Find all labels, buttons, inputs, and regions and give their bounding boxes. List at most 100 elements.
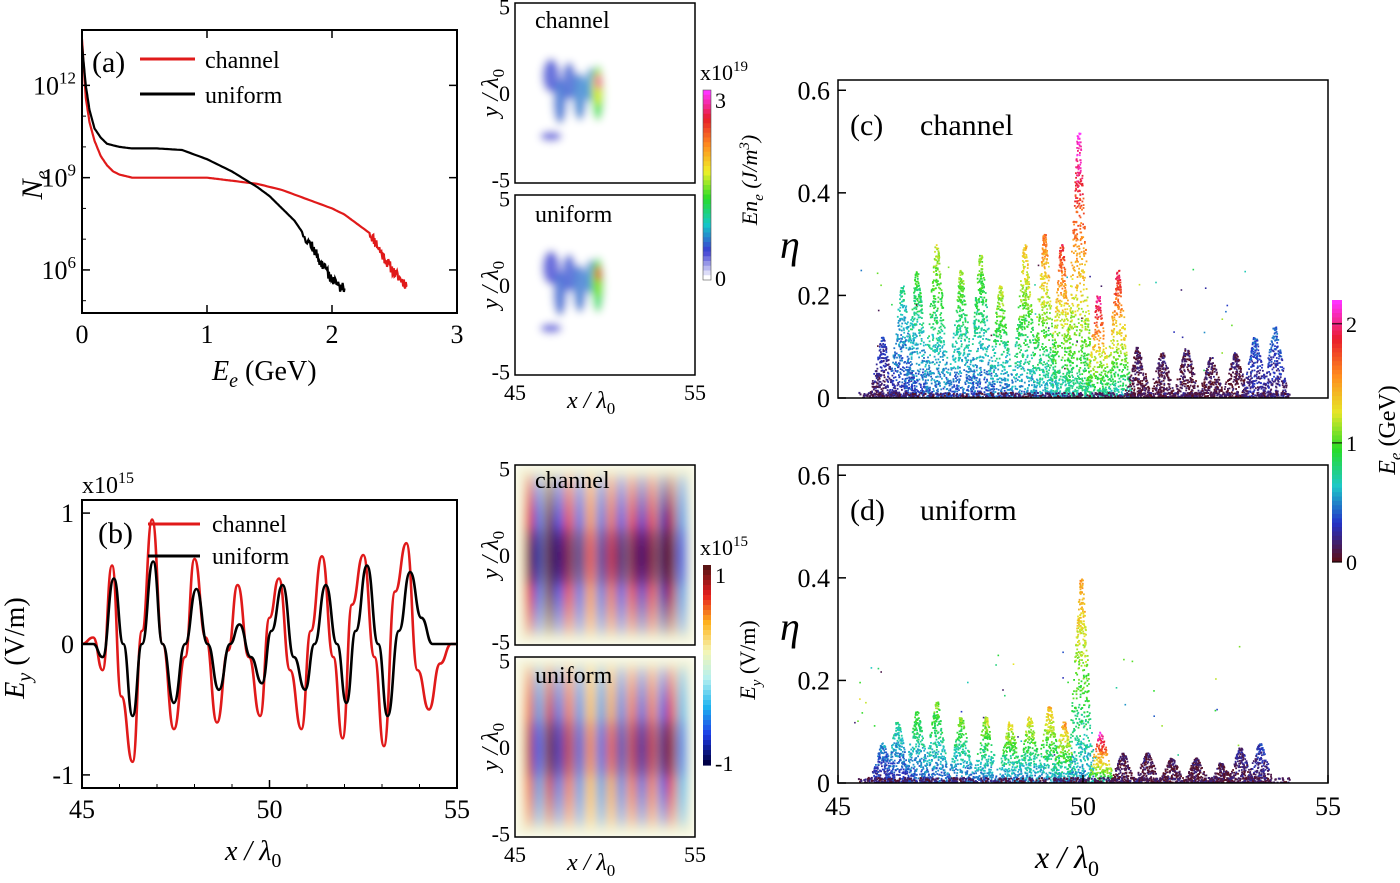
scatter-point: [906, 387, 909, 389]
scatter-point: [1076, 392, 1079, 394]
scatter-point: [901, 389, 903, 391]
scatter-point: [1039, 354, 1041, 357]
scatter-point: [1054, 365, 1057, 368]
scatter-point: [1041, 256, 1044, 259]
scatter-point: [1019, 380, 1021, 382]
scatter-point: [899, 310, 901, 312]
scatter-point: [1008, 365, 1010, 368]
scatter-point: [896, 391, 899, 394]
scatter-point: [929, 362, 931, 364]
scatter-point: [903, 285, 905, 288]
scatter-point: [1024, 249, 1027, 251]
scatter-point: [989, 368, 992, 371]
scatter-point: [972, 357, 975, 359]
scatter-point: [1050, 391, 1053, 394]
scatter-point: [1072, 267, 1075, 270]
scatter-point: [981, 284, 983, 287]
scatter-point: [925, 390, 927, 393]
scatter-point: [915, 385, 918, 388]
scatter-point: [960, 315, 963, 318]
scatter-point: [957, 331, 959, 334]
scatter-point: [1073, 332, 1076, 334]
scatter-point: [1055, 301, 1058, 304]
scatter-point: [912, 335, 914, 337]
scatter-point: [1025, 260, 1027, 262]
scatter-point: [1021, 288, 1024, 290]
scatter-point: [1032, 339, 1034, 341]
scatter-point: [1061, 287, 1064, 290]
scatter-point: [1045, 370, 1048, 373]
scatter-point: [929, 372, 931, 375]
scatter-point: [1093, 383, 1095, 386]
scatter-point: [961, 273, 964, 276]
scatter-point: [1084, 392, 1086, 395]
scatter-point: [1000, 308, 1003, 311]
scatter-point: [1085, 388, 1088, 391]
scatter-point: [1044, 312, 1047, 315]
scatter-point: [1093, 359, 1095, 362]
scatter-point: [1043, 302, 1045, 305]
scatter-point: [1014, 369, 1016, 371]
scatter-point: [1076, 233, 1079, 235]
scatter-point: [1045, 373, 1048, 376]
scatter-point: [1056, 333, 1059, 335]
scatter-point: [1023, 321, 1026, 323]
scatter-point: [1048, 339, 1050, 341]
scatter-point: [937, 280, 939, 283]
scatter-point: [934, 344, 937, 346]
scatter-point: [1083, 255, 1086, 257]
scatter-point: [1067, 319, 1069, 322]
scatter-point: [1092, 367, 1095, 370]
scatter-point: [1045, 326, 1047, 329]
scatter-point: [1016, 361, 1019, 363]
scatter-point: [945, 382, 948, 384]
scatter-point: [1081, 263, 1083, 265]
colorbar-segment: [703, 660, 711, 666]
scatter-point: [980, 268, 983, 270]
map-x-tick-label: 55: [684, 380, 706, 405]
scatter-point: [1027, 323, 1030, 326]
scatter-point: [980, 293, 982, 295]
scatter-point: [878, 377, 881, 380]
scatter-point: [991, 360, 994, 362]
scatter-point: [1079, 282, 1081, 285]
scatter-point: [1067, 387, 1070, 389]
scatter-point: [905, 390, 908, 393]
scatter-point: [1050, 383, 1052, 385]
scatter-point: [1101, 396, 1104, 398]
scatter-point: [1109, 388, 1112, 390]
scatter-point: [1071, 264, 1074, 267]
scatter-point: [1104, 383, 1107, 386]
scatter-point: [979, 383, 981, 385]
scatter-point: [956, 350, 959, 353]
scatter-point: [1079, 387, 1082, 389]
scatter-point: [959, 375, 962, 377]
scatter-point: [959, 310, 961, 313]
scatter-point: [925, 363, 927, 366]
scatter-point: [910, 358, 913, 360]
scatter-point: [1058, 369, 1061, 372]
scatter-point: [1054, 362, 1057, 365]
colorbar-segment: [703, 755, 711, 761]
scatter-point: [1014, 355, 1016, 358]
scatter-point: [1028, 295, 1031, 298]
field-stripe-core: [617, 719, 625, 779]
scatter-point: [1075, 188, 1078, 191]
scatter-point: [1096, 326, 1099, 329]
scatter-point: [1025, 299, 1027, 302]
scatter-point: [1084, 339, 1086, 341]
scatter-point: [959, 393, 962, 395]
map-y-tick-label: 0: [499, 273, 510, 298]
scatter-point: [964, 383, 967, 385]
scatter-point: [999, 291, 1002, 294]
scatter-point: [902, 392, 905, 395]
scatter-point: [1018, 318, 1020, 321]
scatter-point: [1104, 367, 1107, 369]
scatter-point: [1049, 300, 1052, 303]
scatter-point: [941, 305, 944, 308]
scatter-point: [956, 386, 959, 389]
scatter-point: [878, 380, 881, 383]
scatter-point: [908, 378, 911, 380]
scatter-point: [905, 311, 908, 313]
scatter-point: [1052, 372, 1055, 374]
